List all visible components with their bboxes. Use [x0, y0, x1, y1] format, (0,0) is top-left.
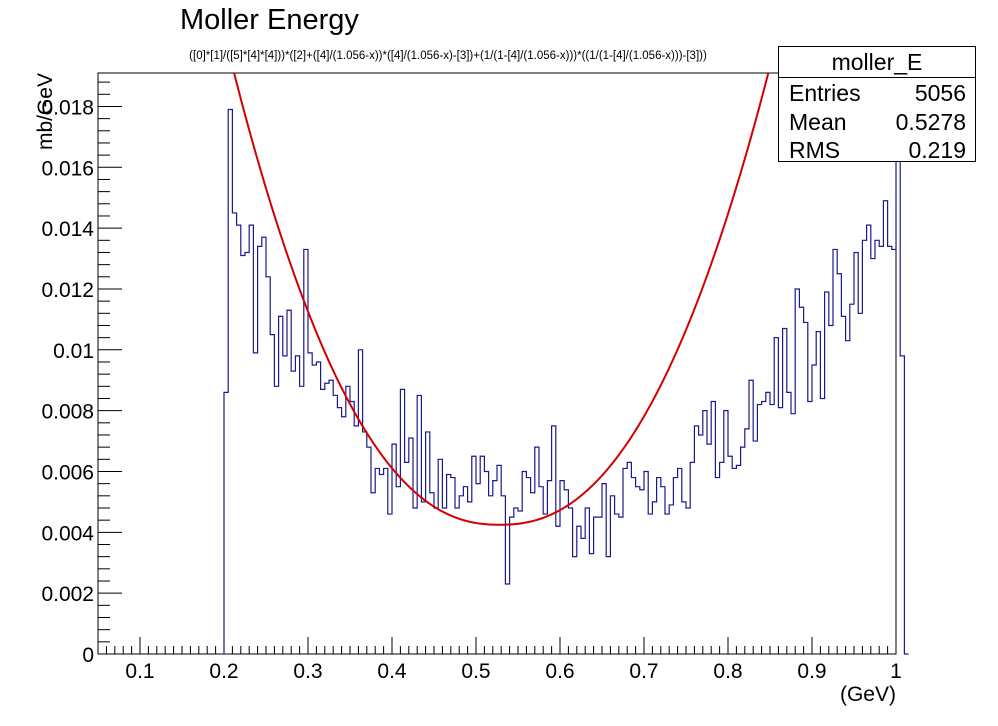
stats-row-mean: Mean 0.5278 — [779, 107, 975, 136]
y-tick-label: 0.004 — [41, 522, 94, 545]
fit-formula: ([0]*[1]/([5]*[4]*[4]))*([2]+([4]/(1.056… — [189, 50, 707, 62]
stats-label: Entries — [789, 80, 861, 106]
x-tick-label: 0.1 — [125, 660, 154, 683]
stats-label: RMS — [789, 137, 841, 163]
stats-label: Mean — [789, 108, 847, 135]
x-tick-label: 0.9 — [797, 660, 826, 683]
y-tick-label: 0 — [82, 644, 94, 667]
stats-value: 0.219 — [908, 137, 966, 163]
histogram-outline — [223, 99, 909, 655]
x-tick-label: 0.5 — [461, 660, 490, 683]
stats-value: 5056 — [914, 80, 966, 106]
x-tick-label: 0.3 — [293, 660, 322, 683]
y-tick-label: 0.016 — [41, 157, 94, 180]
y-tick-label: 0.014 — [41, 218, 94, 241]
plot-frame — [97, 72, 897, 655]
y-tick-label: 0.008 — [41, 401, 94, 424]
stats-value: 0.5278 — [895, 108, 966, 135]
stats-title: moller_E — [779, 47, 975, 78]
stats-row-entries: Entries 5056 — [779, 78, 975, 107]
y-tick-label: 0.01 — [53, 340, 94, 363]
y-tick-label: 0.018 — [41, 96, 94, 119]
x-tick-label: 0.6 — [545, 660, 574, 683]
x-tick-label: 1 — [890, 660, 902, 683]
chart-title: Moller Energy — [180, 4, 359, 36]
y-tick-label: 0.012 — [41, 279, 94, 302]
tick-labels: 0.1 0.2 0.3 0.4 0.5 0.6 0.7 0.8 0.9 1 0 0.002 0.004 0… — [34, 73, 902, 706]
histogram-series — [223, 99, 909, 655]
y-tick-label: 0.002 — [41, 583, 94, 606]
stats-row-rms: RMS 0.219 — [779, 135, 975, 164]
y-tick-label: 0.006 — [41, 461, 94, 484]
x-tick-label: 0.2 — [209, 660, 238, 683]
axes — [97, 72, 897, 655]
x-tick-label: 0.7 — [629, 660, 658, 683]
x-axis-label: (GeV) — [840, 683, 896, 706]
x-tick-label: 0.8 — [713, 660, 742, 683]
y-axis-label: mb/GeV — [34, 73, 57, 150]
fit-curve — [233, 72, 770, 526]
fit-series — [233, 72, 770, 526]
stats-box: moller_E Entries 5056 Mean 0.5278 RMS 0.… — [778, 46, 976, 164]
x-tick-label: 0.4 — [377, 660, 407, 683]
